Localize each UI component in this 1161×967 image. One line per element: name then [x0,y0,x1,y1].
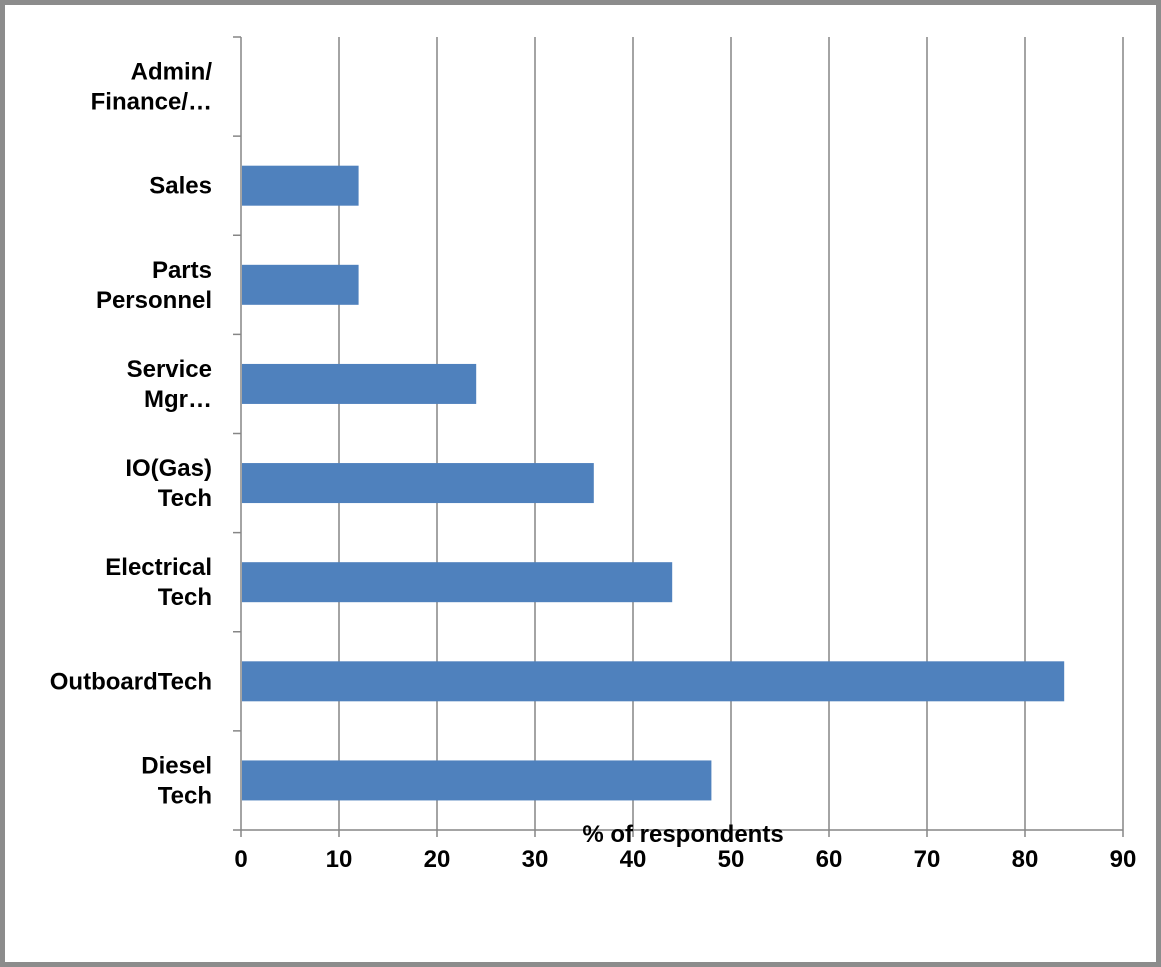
x-tick-label: 60 [816,846,843,873]
bar [242,264,359,305]
x-tick-label: 90 [1110,846,1137,873]
category-label-line: Personnel [96,287,212,314]
category-label: OutboardTech [50,668,212,695]
bar [242,363,477,404]
labels: 0 10 20 30 40 50 60 70 80 90 Diesel Tech OutboardTec… [50,59,1137,873]
bar [242,165,359,206]
gridlines [338,37,1124,830]
x-axis-title: % of respondents [582,821,783,848]
bar [242,760,712,801]
axes [233,36,1124,837]
category-label: Admin/Finance/… [91,59,213,116]
category-label-line: Admin/ [131,59,213,86]
x-tick-label: 0 [234,846,247,873]
category-label-line: Service [127,356,212,383]
bar [242,562,673,603]
x-tick-label: 20 [424,846,451,873]
x-tick-label: 30 [522,846,549,873]
category-label-line: Electrical [105,554,212,581]
category-label-line: Mgr… [144,386,212,413]
x-tick-label: 50 [718,846,745,873]
bar [242,661,1065,702]
x-tick-label: 10 [326,846,353,873]
category-label-line: Tech [158,584,212,611]
category-label-line: Sales [149,173,212,200]
category-label-line: Diesel [141,752,212,779]
category-label: Service Mgr… [127,356,212,413]
category-label: Diesel Tech [141,752,212,809]
category-label-line: Tech [158,782,212,809]
x-tick-label: 40 [620,846,647,873]
x-tick-label: 70 [914,846,941,873]
x-tick-label: 80 [1012,846,1039,873]
category-label-line: IO(Gas) [125,455,212,482]
category-label-line: OutboardTech [50,668,212,695]
category-label-line: Tech [158,485,212,512]
bars [242,165,1065,801]
category-label: Sales [149,173,212,200]
category-label: Parts Personnel [96,257,212,314]
category-label: IO(Gas) Tech [125,455,212,512]
category-label-line: Finance/… [91,89,212,116]
bar [242,463,594,504]
category-label-line: Parts [152,257,212,284]
category-label: Electrical Tech [105,554,212,611]
